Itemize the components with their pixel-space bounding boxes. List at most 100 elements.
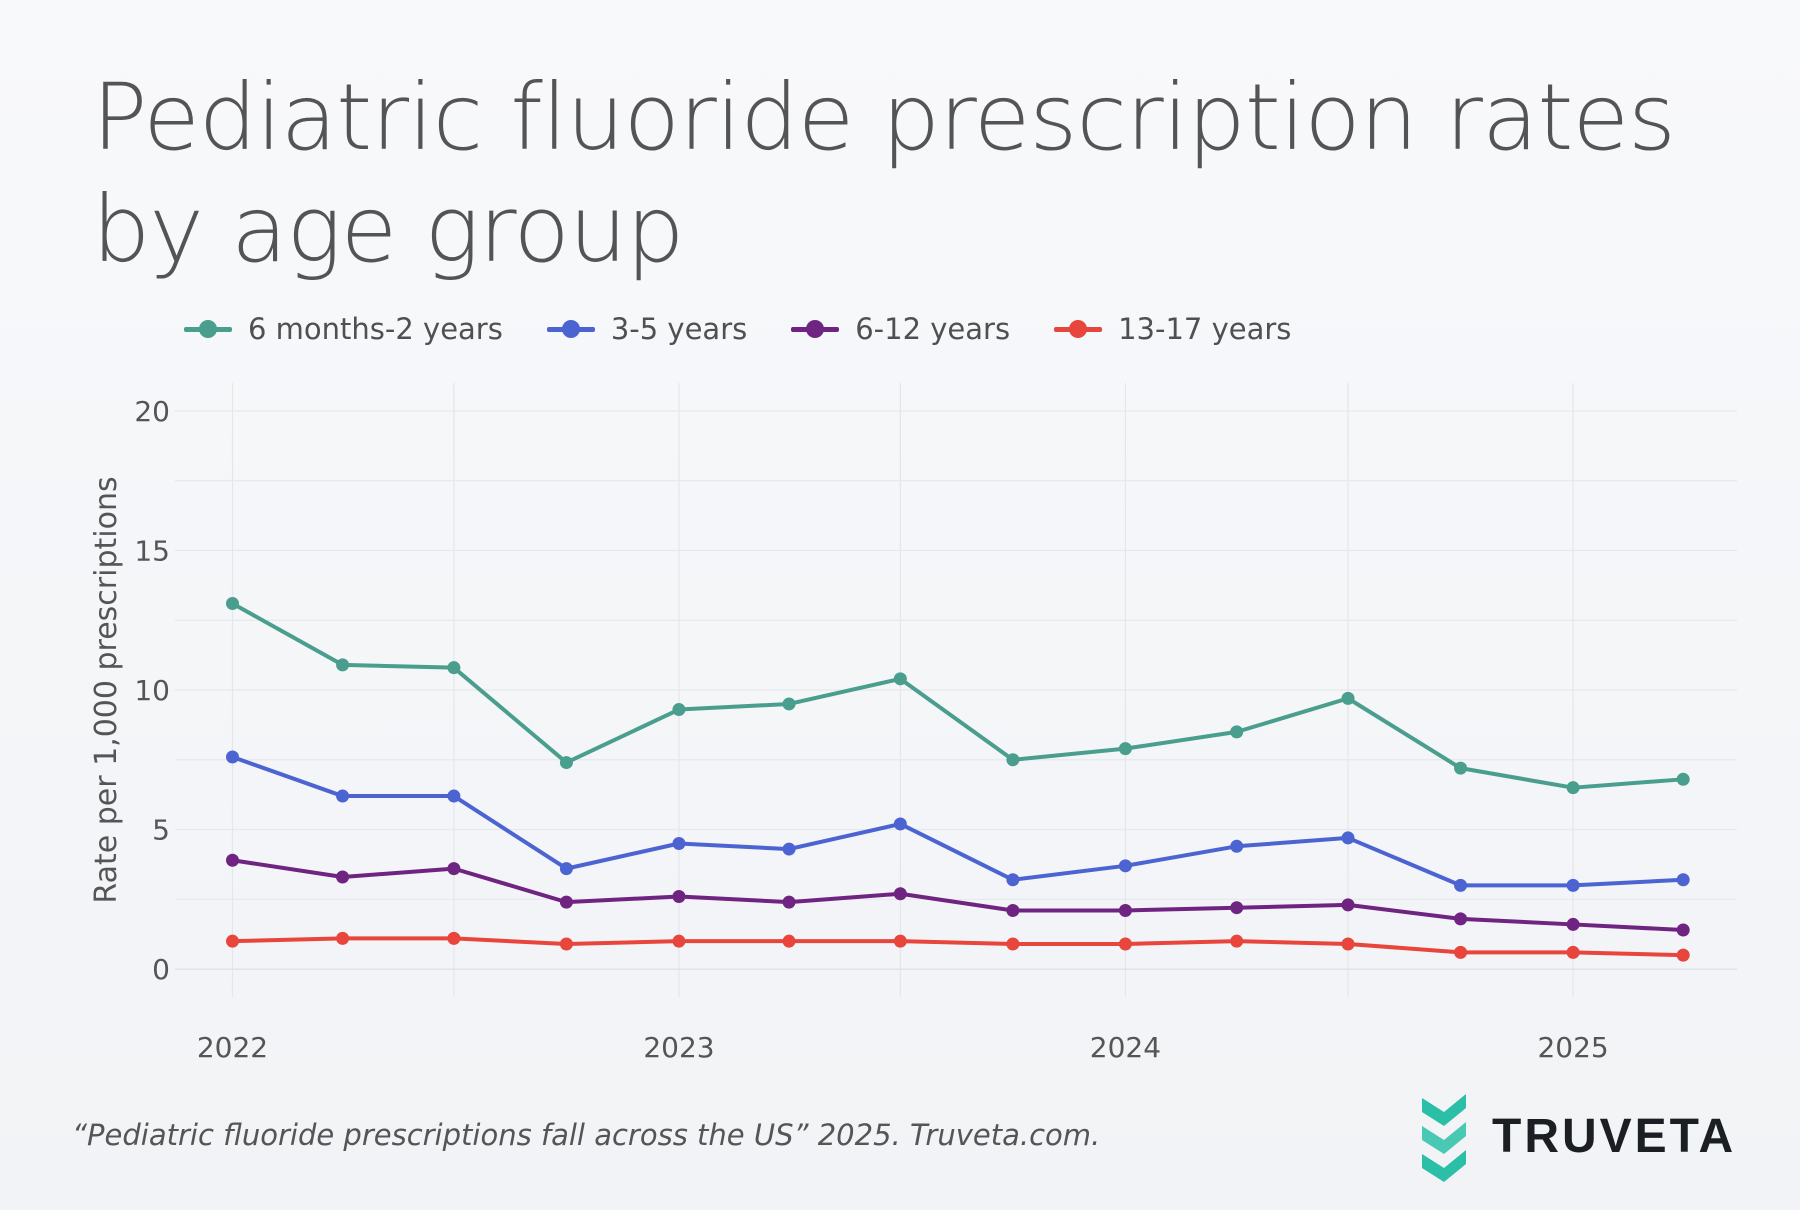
data-point — [1566, 878, 1580, 892]
chart-axes: 0 5 10 15 20 2022 2023 2024 2025 Rate per 1,000 p… — [89, 395, 1609, 1064]
legend-item-series-1[interactable]: 3-5 years — [546, 312, 748, 346]
legend-swatch-dot — [199, 320, 217, 338]
y-tick-label: 20 — [134, 395, 170, 428]
data-point — [1676, 923, 1690, 937]
data-point — [672, 934, 686, 948]
data-point — [1118, 742, 1132, 756]
x-tick-label: 2022 — [197, 1031, 268, 1064]
data-point — [225, 596, 239, 610]
x-tick-label: 2024 — [1090, 1031, 1161, 1064]
data-point — [672, 837, 686, 850]
y-axis-title: Rate per 1,000 prescriptions — [89, 476, 124, 903]
source-citation: “Pediatric fluoride prescriptions fall a… — [72, 1118, 1101, 1152]
data-point — [893, 672, 907, 686]
legend-label-series-0: 6 months-2 years — [248, 312, 503, 346]
data-point — [336, 789, 350, 803]
series-line-0 — [230, 601, 1686, 790]
legend-item-series-3[interactable]: 13-17 years — [1054, 312, 1291, 346]
data-point — [1341, 898, 1355, 912]
data-point — [1230, 839, 1244, 853]
data-point — [1118, 903, 1132, 917]
data-point — [1006, 937, 1020, 951]
data-point — [782, 697, 796, 711]
legend-item-series-0[interactable]: 6 months-2 years — [184, 312, 503, 346]
data-point — [1566, 781, 1580, 795]
y-tick-label: 0 — [152, 953, 170, 986]
legend-swatch-series-1 — [546, 317, 595, 341]
chart-series-layer — [225, 596, 1690, 962]
legend-swatch-series-3 — [1054, 317, 1103, 341]
data-point — [782, 895, 796, 909]
legend-swatch-dot — [806, 320, 825, 338]
data-point — [1676, 772, 1690, 786]
data-point — [1006, 903, 1020, 917]
chart-title: Pediatric fluoride prescription rates by… — [92, 64, 1676, 283]
data-point — [559, 756, 573, 770]
legend-swatch-dot — [561, 320, 580, 338]
y-tick-label: 5 — [152, 814, 170, 847]
data-point — [1118, 859, 1132, 873]
truveta-chevron-logo-icon — [1422, 1094, 1466, 1182]
y-tick-label: 10 — [134, 674, 170, 707]
data-point — [1454, 761, 1468, 775]
data-point — [447, 862, 461, 876]
data-point — [672, 890, 686, 904]
chart-grid — [175, 383, 1737, 997]
data-point — [1566, 945, 1580, 959]
data-point — [1230, 725, 1244, 739]
data-point — [447, 789, 461, 803]
legend-label-series-3: 13-17 years — [1118, 312, 1292, 346]
x-tick-label: 2025 — [1537, 1031, 1608, 1064]
data-point — [1006, 873, 1020, 887]
data-point — [893, 934, 907, 948]
data-point — [225, 750, 239, 764]
data-point — [1118, 937, 1132, 951]
series-line-2 — [230, 858, 1686, 933]
data-point — [225, 853, 239, 867]
legend-swatch-series-0 — [184, 317, 232, 341]
y-tick-label: 15 — [134, 534, 170, 567]
data-point — [893, 817, 907, 831]
legend-label-series-1: 3-5 years — [610, 312, 748, 346]
data-point — [1341, 937, 1355, 951]
data-point — [225, 934, 239, 948]
series-3 — [225, 931, 1690, 962]
data-point — [782, 934, 796, 948]
brand-name: TRUVETA — [1492, 1109, 1737, 1163]
data-point — [559, 937, 573, 951]
x-tick-label: 2023 — [643, 1031, 714, 1064]
data-point — [672, 703, 686, 717]
data-point — [559, 862, 573, 876]
series-1 — [225, 750, 1690, 892]
data-point — [893, 887, 907, 901]
data-point — [559, 895, 573, 909]
data-point — [336, 870, 350, 884]
legend-item-series-2[interactable]: 6-12 years — [791, 312, 1010, 346]
logo-chevron — [1422, 1122, 1466, 1154]
data-point — [336, 658, 350, 672]
series-0 — [225, 596, 1690, 795]
logo-chevron — [1422, 1150, 1466, 1182]
data-point — [1006, 753, 1020, 767]
logo-chevron — [1422, 1094, 1466, 1126]
data-point — [1230, 901, 1244, 915]
legend-label-series-2: 6-12 years — [855, 312, 1011, 346]
data-point — [1341, 691, 1355, 705]
data-point — [447, 661, 461, 675]
chart-legend: 6 months-2 years 3-5 years 6-12 years 13… — [184, 312, 1335, 346]
brand-logo[interactable]: TRUVETA — [1418, 1090, 1736, 1182]
data-point — [1676, 873, 1690, 887]
data-point — [1341, 831, 1355, 845]
data-point — [1566, 917, 1580, 931]
data-point — [1676, 948, 1690, 962]
legend-swatch-dot — [1069, 320, 1088, 338]
series-2 — [225, 853, 1690, 937]
data-point — [447, 931, 461, 945]
data-point — [336, 931, 350, 945]
data-point — [1454, 878, 1468, 892]
data-point — [1454, 912, 1468, 926]
legend-swatch-series-2 — [791, 317, 840, 341]
data-point — [782, 842, 796, 856]
data-point — [1454, 945, 1468, 959]
